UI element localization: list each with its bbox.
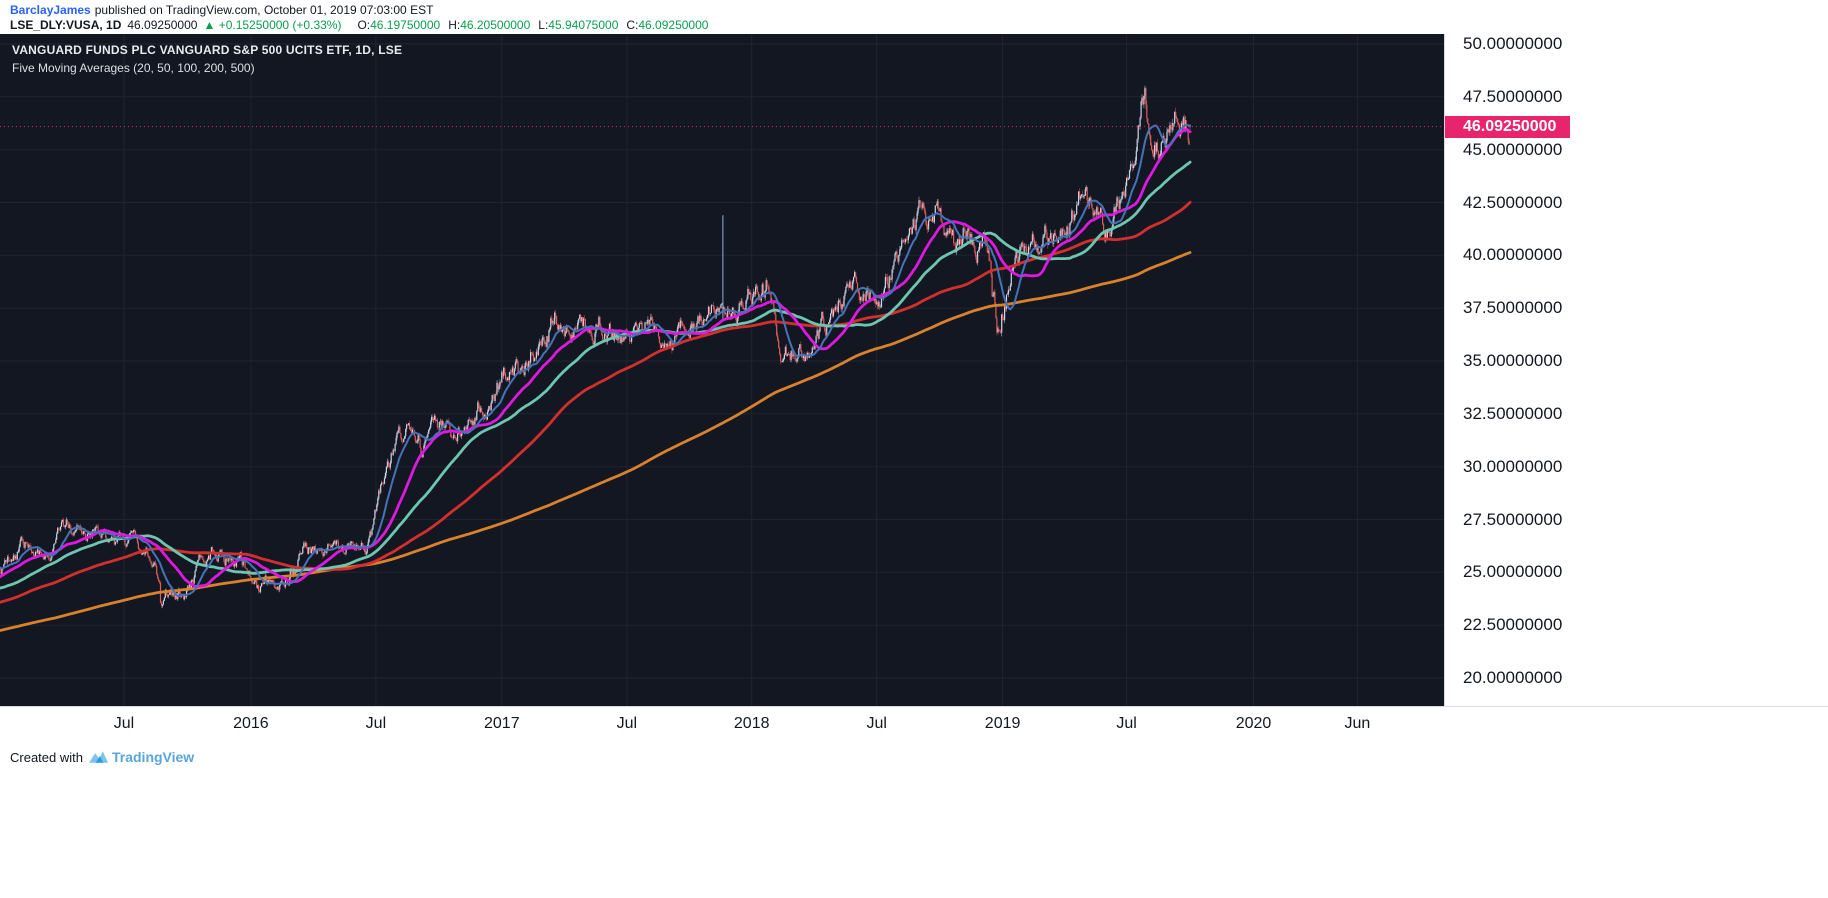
price-change: ▲ +0.15250000 (+0.33%) xyxy=(203,18,341,32)
ohlc-label: L: xyxy=(538,18,549,32)
price-tick: 40.00000000 xyxy=(1463,245,1563,265)
ohlc-label: C: xyxy=(626,18,639,32)
price-tick: 27.50000000 xyxy=(1463,509,1563,529)
time-tick: Jul xyxy=(113,715,135,732)
ohlc-values: O:46.19750000 H:46.20500000 L:45.94075000 C… xyxy=(349,18,708,32)
chart-area: VANGUARD FUNDS PLC VANGUARD S&P 500 UCIT… xyxy=(0,34,1828,742)
ohlc-value: 45.94075000 xyxy=(548,18,619,32)
time-tick: Jul xyxy=(365,715,387,732)
down-candle-bodies xyxy=(0,88,1191,606)
price-tick: 37.50000000 xyxy=(1463,298,1563,318)
price-tick: 47.50000000 xyxy=(1463,86,1563,106)
last-price-badge: 46.09250000 xyxy=(1445,115,1571,138)
time-axis[interactable]: Jul 2016 Jul 2017 Jul 2018 Jul 2019 Jul 2020 Jun xyxy=(0,706,1828,742)
publish-text: published on TradingView.com, October 01… xyxy=(94,3,434,17)
chart-legend[interactable]: VANGUARD FUNDS PLC VANGUARD S&P 500 UCIT… xyxy=(12,43,402,75)
symbol-info-bar: LSE_DLY:VUSA, 1D 46.09250000 ▲ +0.15250000… xyxy=(10,18,708,32)
time-tick: 2019 xyxy=(984,715,1021,732)
ohlc-value: 46.09250000 xyxy=(638,18,709,32)
price-tick: 35.00000000 xyxy=(1463,351,1563,370)
price-chart-pane[interactable]: VANGUARD FUNDS PLC VANGUARD S&P 500 UCIT… xyxy=(0,34,1444,706)
candlestick-canvas[interactable] xyxy=(0,34,1444,706)
symbol-name[interactable]: LSE_DLY:VUSA, 1D xyxy=(10,18,122,32)
price-tick: 30.00000000 xyxy=(1463,456,1563,476)
price-tick: 25.00000000 xyxy=(1463,562,1563,582)
price-tick: 42.50000000 xyxy=(1463,192,1563,212)
header-last-price: 46.09250000 xyxy=(127,18,198,32)
change-value: +0.15250000 (+0.33%) xyxy=(218,18,342,32)
time-tick: Jul xyxy=(866,715,887,732)
price-axis[interactable]: 50.00000000 47.50000000 45.00000000 42.5000… xyxy=(1444,34,1828,706)
time-tick: Jul xyxy=(1116,715,1137,732)
ohlc-label: O: xyxy=(357,18,371,32)
time-tick: Jun xyxy=(1344,715,1371,732)
tradingview-logo-icon xyxy=(88,751,108,763)
footer: Created with TradingView xyxy=(0,741,1828,773)
time-tick: 2017 xyxy=(484,715,520,732)
ohlc-label: H: xyxy=(448,18,461,32)
time-tick: 2018 xyxy=(733,715,770,732)
legend-symbol-title[interactable]: VANGUARD FUNDS PLC VANGUARD S&P 500 UCIT… xyxy=(12,43,403,57)
change-arrow-icon: ▲ xyxy=(203,18,216,32)
price-tick: 20.00000000 xyxy=(1463,668,1563,687)
time-tick: Jul xyxy=(616,715,638,732)
author-link[interactable]: BarclayJames xyxy=(10,3,91,17)
ma100-line xyxy=(0,160,1192,590)
price-tick: 45.00000000 xyxy=(1463,139,1563,159)
publish-info: BarclayJames published on TradingView.com… xyxy=(10,3,433,17)
down-candle-wicks xyxy=(0,86,1191,609)
ohlc-value: 46.20500000 xyxy=(460,18,531,32)
ma20-line xyxy=(0,123,1192,598)
price-tick: 22.50000000 xyxy=(1463,615,1563,635)
tradingview-link[interactable]: TradingView xyxy=(88,749,195,765)
ma50-line xyxy=(0,128,1192,588)
price-tick: 50.00000000 xyxy=(1463,34,1563,53)
price-tick: 32.50000000 xyxy=(1463,403,1563,423)
created-with-text: Created with xyxy=(10,749,83,765)
time-tick: 2020 xyxy=(1235,715,1272,732)
ohlc-value: 46.19750000 xyxy=(370,18,441,32)
ma200-line xyxy=(0,200,1192,604)
legend-indicator-label[interactable]: Five Moving Averages (20, 50, 100, 200, … xyxy=(12,61,255,75)
attribution-header: BarclayJames published on TradingView.com… xyxy=(0,0,1828,34)
gridlines xyxy=(0,34,1444,706)
tradingview-wordmark: TradingView xyxy=(111,749,195,765)
time-tick: 2016 xyxy=(233,715,269,732)
